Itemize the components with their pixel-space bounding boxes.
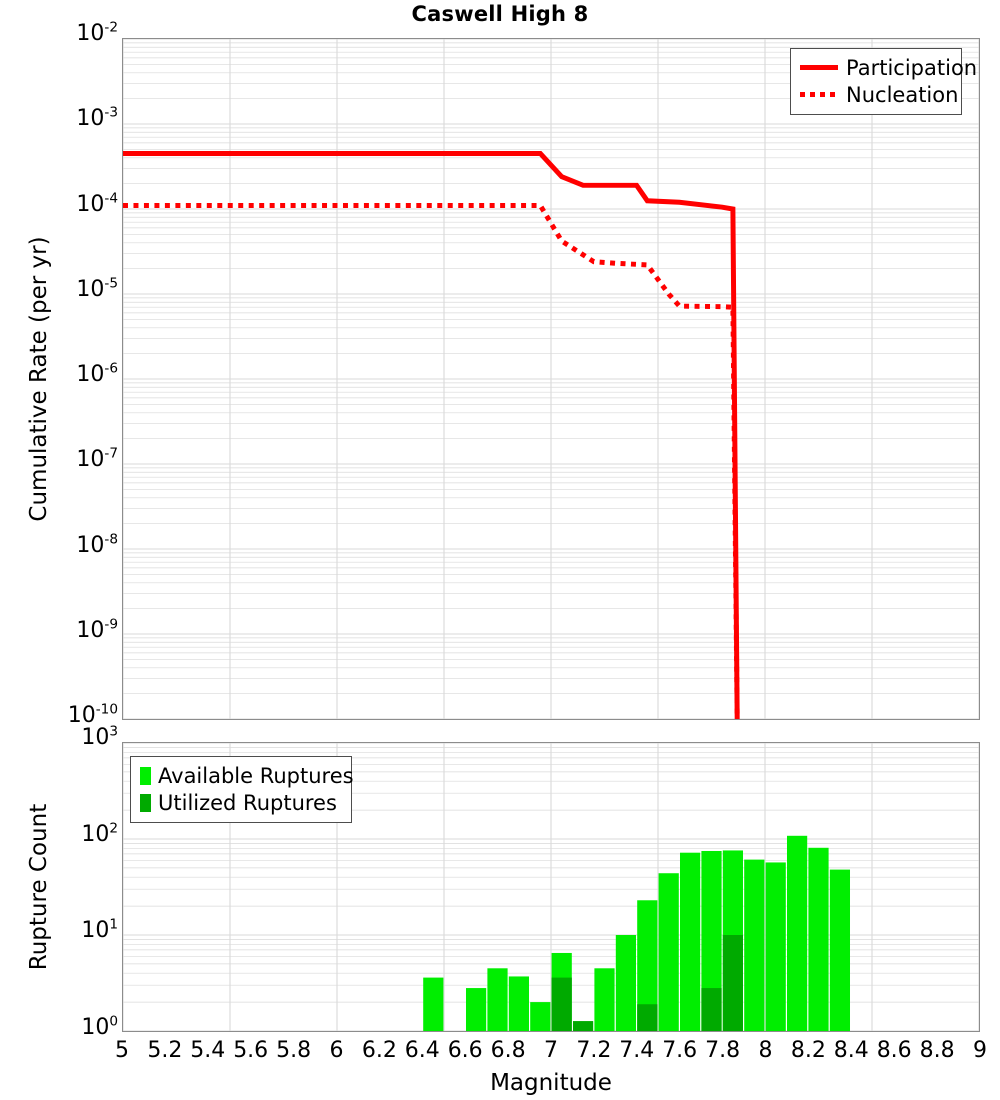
y-tick-label: 10-3 [76, 104, 118, 132]
x-tick-label: 5.8 [276, 1038, 312, 1063]
page-title: Caswell High 8 [411, 2, 589, 26]
x-tick-label: 8.8 [919, 1038, 955, 1063]
legend-item: Utilized Ruptures [138, 789, 343, 816]
legend-utilized-swatch-icon [138, 793, 154, 813]
x-tick-label: 6 [329, 1038, 344, 1063]
legend-item: Nucleation [798, 81, 958, 108]
legend-item: Participation [798, 54, 977, 81]
x-tick-label: 7.2 [576, 1038, 612, 1063]
top-plot-curves [123, 150, 740, 719]
x-tick-label: 6.2 [361, 1038, 397, 1063]
bottom-plot-y-axis-label: Rupture Count [26, 803, 52, 971]
y-tick-label: 102 [81, 820, 118, 847]
x-tick-label: 5 [115, 1038, 129, 1063]
y-tick-label: 103 [81, 723, 118, 750]
y-tick-label: 10-9 [76, 616, 118, 643]
x-tick-label: 8.4 [833, 1038, 869, 1063]
x-axis-label: Magnitude [490, 1070, 612, 1096]
x-tick-label: 7.8 [705, 1038, 741, 1063]
top-plot-legend: Participation Nucleation [790, 48, 977, 115]
top-plot-panel [122, 38, 980, 720]
x-tick-label: 8.6 [876, 1038, 912, 1063]
x-tick-label: 7.4 [619, 1038, 655, 1063]
top-plot-y-axis-label: Cumulative Rate (per yr) [26, 236, 52, 522]
y-tick-label: 10-6 [76, 360, 118, 387]
y-tick-label: 10-4 [76, 190, 118, 217]
x-tick-label: 8.2 [790, 1038, 826, 1063]
x-tick-label: 5.6 [233, 1038, 269, 1063]
x-tick-label: 7.6 [662, 1038, 698, 1063]
y-tick-label: 100 [81, 1013, 118, 1040]
y-tick-label: 101 [81, 917, 118, 944]
bottom-plot-legend: Available Ruptures Utilized Ruptures [130, 756, 354, 823]
legend-item-label: Nucleation [846, 82, 959, 107]
x-tick-label: 6.8 [490, 1038, 526, 1063]
x-tick-label: 8 [758, 1038, 773, 1063]
legend-item-label: Participation [846, 55, 978, 80]
x-tick-label: 6.4 [404, 1038, 440, 1063]
bottom-plot-bars [423, 835, 851, 1031]
x-tick-label: 6.6 [447, 1038, 483, 1063]
x-tick-label: 7 [544, 1038, 558, 1063]
y-tick-label: 10-8 [76, 531, 118, 558]
y-tick-label: 10-2 [76, 19, 118, 46]
legend-item-label: Available Ruptures [158, 763, 354, 788]
y-tick-label: 10-10 [67, 701, 118, 728]
legend-available-swatch-icon [138, 766, 154, 786]
y-tick-label: 10-7 [76, 445, 118, 473]
y-tick-label: 10-5 [76, 275, 118, 302]
legend-item: Available Ruptures [138, 762, 354, 789]
x-tick-label: 5.2 [147, 1038, 183, 1063]
legend-solid-line-icon [798, 59, 840, 77]
legend-dotted-line-icon [798, 86, 840, 104]
x-tick-label: 5.4 [190, 1038, 226, 1063]
legend-item-label: Utilized Ruptures [158, 790, 337, 815]
x-tick-label: 9 [973, 1038, 987, 1063]
